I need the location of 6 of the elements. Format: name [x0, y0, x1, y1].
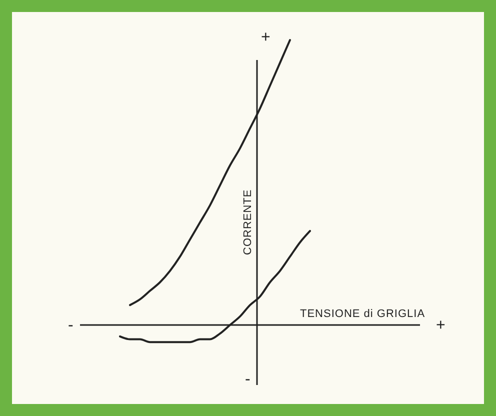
- y-axis-title: CORRENTE: [242, 189, 254, 255]
- x-axis-title: TENSIONE di GRIGLIA: [300, 308, 426, 320]
- text: -: [245, 371, 250, 388]
- text: +: [436, 317, 446, 334]
- annotation: +: [261, 29, 270, 46]
- text: -: [68, 317, 74, 334]
